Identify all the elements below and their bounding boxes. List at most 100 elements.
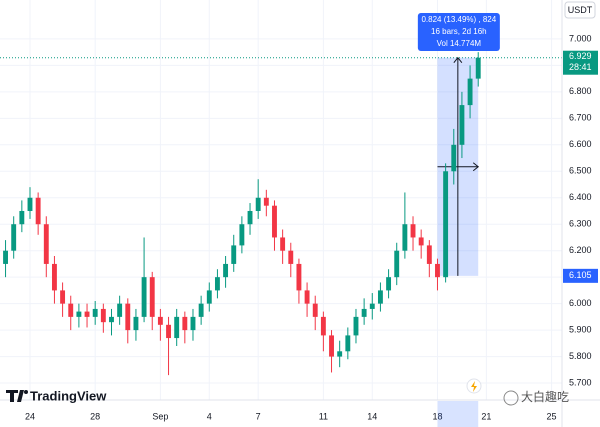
candle-body: [304, 290, 310, 304]
candle-body: [312, 303, 318, 317]
candle-body: [19, 210, 25, 225]
x-tick-label: 14: [367, 411, 377, 421]
measure-tooltip-line: Vol 14.774M: [437, 39, 482, 48]
measure-tooltip: [417, 13, 500, 51]
candle-body: [296, 263, 302, 291]
candle-body: [361, 308, 367, 317]
candle-body: [190, 316, 196, 331]
candle-body: [345, 335, 351, 352]
currency: USDT: [568, 5, 593, 15]
candle-body: [84, 311, 90, 317]
candle-body: [125, 303, 131, 331]
candle-body: [100, 308, 106, 323]
y-tick-label: 7.000: [569, 33, 592, 43]
overlay: 0.824 (13.49%) , 824 16 bars, 2d 16h Vol 1…: [417, 13, 500, 51]
watermark-text: 大白趣吃: [521, 389, 569, 404]
x-tick-label: 18: [432, 411, 442, 421]
measure-price-tag: [563, 268, 598, 283]
y-tick-label: 5.900: [569, 324, 592, 334]
y-tick-label: 6.000: [569, 298, 592, 308]
candle-body: [51, 263, 57, 291]
candle-body: [117, 303, 123, 317]
y-tick-label: 6.600: [569, 139, 592, 149]
brand-logo: TradingView: [6, 388, 107, 403]
y-tick-label: 6.300: [569, 219, 592, 229]
candle-body: [263, 197, 269, 206]
candle-body: [288, 250, 294, 264]
candle-body: [418, 237, 424, 246]
candle-body: [353, 316, 359, 336]
x-tick-label: 7: [256, 411, 261, 421]
watermark: 大白趣吃: [503, 389, 569, 406]
logo-mark: [6, 390, 24, 402]
x-tick-label: 28: [90, 411, 100, 421]
watermark-icon: [503, 390, 519, 406]
candle-body: [247, 210, 253, 225]
candle-body: [92, 308, 98, 317]
candle-body: [157, 316, 163, 325]
y-tick-label: 5.700: [569, 377, 592, 387]
candle-body: [76, 311, 82, 317]
candle-body: [402, 224, 408, 251]
candle-body: [255, 197, 261, 211]
candle-body: [435, 263, 440, 278]
candle-body: [377, 290, 383, 304]
candle-body: [475, 57, 481, 79]
candle-body: [149, 277, 155, 317]
candle-body: [68, 303, 74, 317]
candle-body: [459, 105, 465, 145]
candle-body: [451, 144, 457, 172]
last-price-tag: [563, 50, 598, 75]
countdown: 28:41: [569, 62, 592, 72]
candle-body: [223, 263, 229, 278]
candle-body: [320, 316, 326, 336]
x-tick-label: 11: [319, 411, 328, 421]
measure-price-label: 6.105: [569, 270, 592, 280]
x-tick-label: 24: [25, 411, 35, 421]
measure-tooltip-line: 16 bars, 2d 16h: [431, 27, 487, 36]
y-tick-label: 6.800: [569, 86, 592, 96]
y-tick-label: 6.400: [569, 192, 592, 202]
brand: TradingView: [30, 388, 107, 403]
x-tick-label: 21: [481, 411, 491, 421]
candle-body: [11, 224, 17, 251]
x-tick-label: Sep: [152, 411, 168, 421]
currency-box[interactable]: [564, 1, 596, 19]
candle-body: [214, 277, 220, 291]
candle-body: [60, 290, 66, 304]
candles: [3, 52, 481, 376]
candle-body: [280, 237, 286, 251]
candle-body: [109, 316, 114, 323]
candle-body: [426, 245, 432, 264]
candle-body: [443, 171, 449, 278]
candle-body: [369, 303, 375, 309]
candle-body: [410, 224, 416, 238]
y-tick-label: 6.500: [569, 166, 592, 176]
axis-range-highlight: [437, 401, 479, 427]
candle-body: [329, 335, 334, 357]
candle-body: [3, 250, 8, 264]
y-tick-label: 6.200: [569, 245, 592, 255]
candle-body: [133, 316, 139, 331]
measure-arrowhead: [472, 162, 480, 172]
x-tick-label: 4: [207, 411, 212, 421]
candle-body: [467, 78, 473, 106]
candle-body: [141, 277, 147, 317]
candle-body: [239, 224, 245, 246]
candle-body: [386, 277, 392, 291]
candle-body: [43, 224, 49, 264]
candle-body: [27, 197, 33, 211]
y-tick-label: 5.800: [569, 351, 592, 361]
candle-body: [231, 245, 237, 264]
measure-tooltip-line: 0.824 (13.49%) , 824: [421, 15, 496, 24]
candle-body: [35, 197, 41, 225]
logo-dot: [24, 390, 28, 394]
candle-body: [166, 324, 171, 339]
candle-body: [272, 205, 277, 238]
x-tick-label: 25: [547, 411, 557, 421]
candle-body: [174, 316, 180, 339]
candle-body: [337, 351, 343, 357]
